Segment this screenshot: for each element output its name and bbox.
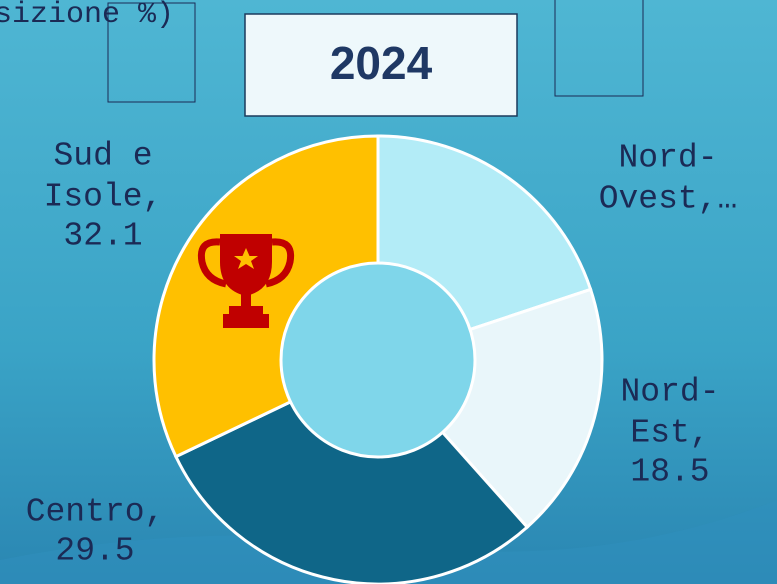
value-label: 18.5 [630,454,709,491]
page: sizione %) 2024 Nord- Ovest,… Nord- Est,18.… [0,0,777,584]
data-label: Ovest,… [599,181,738,218]
data-label: Nord- [620,374,719,411]
data-label: Isole, [44,179,163,216]
value-label: 32.1 [63,218,142,255]
donut [154,136,602,584]
chart-title: 2024 [330,37,433,89]
value-label: 29.5 [55,533,134,570]
data-label: Sud e [53,138,152,175]
data-label: Centro, [26,494,165,531]
donut-hole [281,263,475,457]
data-label: Nord- [618,140,717,177]
data-label: Est, [630,415,709,452]
title-fragment: sizione %) [0,0,174,32]
chart: sizione %) 2024 Nord- Ovest,… Nord- Est,18.… [0,0,777,584]
